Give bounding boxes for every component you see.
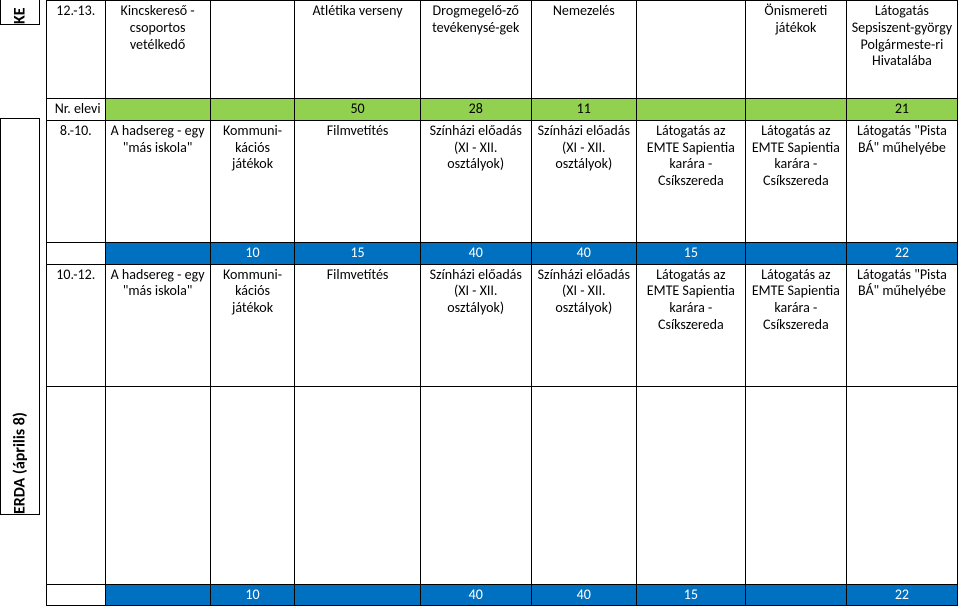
table-row: Nr. elevi1040401522	[47, 584, 958, 606]
row-label: Nr. elevi	[47, 584, 106, 606]
table-cell: 40	[420, 242, 531, 264]
table-cell: Kommuni-kációs játékok	[210, 120, 295, 242]
table-cell: 22	[846, 242, 957, 264]
table-cell: Filmvetítés	[295, 120, 420, 242]
table-cell: 22	[846, 584, 957, 606]
table-cell: Látogatás az EMTE Sapientia karára - Csí…	[636, 120, 745, 242]
page: KE ERDA (április 8) 12.-13.Kincskereső -…	[0, 0, 959, 515]
table-cell: Atlétika verseny	[295, 1, 420, 99]
table-cell	[105, 584, 210, 606]
table-cell: 40	[420, 584, 531, 606]
table-cell: Színházi előadás (XI - XII. osztályok)	[531, 120, 636, 242]
table-row	[47, 386, 958, 584]
table-row: Nr. elevi101540401522	[47, 242, 958, 264]
table-cell: 50	[295, 99, 420, 121]
table-cell: Nemezelés	[531, 1, 636, 99]
table-cell	[47, 386, 106, 584]
table-cell: 15	[636, 584, 745, 606]
table-cell: 10.-12.	[47, 264, 106, 386]
table-cell: 40	[531, 584, 636, 606]
table-cell: Drogmegelő-ző tevékenysé-gek	[420, 1, 531, 99]
table-cell: A hadsereg - egy "más iskola"	[105, 120, 210, 242]
table-cell: Látogatás Sepsiszent-györgy Polgármeste-…	[846, 1, 957, 99]
table-cell: Színházi előadás (XI - XII. osztályok)	[531, 264, 636, 386]
table-cell: Látogatás "Pista BÁ" műhelyébe	[846, 264, 957, 386]
table-cell: Látogatás az EMTE Sapientia karára - Csí…	[745, 120, 846, 242]
table-cell: Látogatás az EMTE Sapientia karára - Csí…	[745, 264, 846, 386]
table-cell: Színházi előadás (XI - XII. osztályok)	[420, 120, 531, 242]
sidebar-top-label: KE	[0, 0, 40, 25]
table-cell: 10	[210, 242, 295, 264]
table-cell: Filmvetítés	[295, 264, 420, 386]
table-cell: Látogatás "Pista BÁ" műhelyébe	[846, 120, 957, 242]
table-cell: 15	[636, 242, 745, 264]
table-cell	[210, 99, 295, 121]
table-row: Nr. elevi 502811 21	[47, 99, 958, 121]
table-cell	[636, 386, 745, 584]
table-cell	[745, 386, 846, 584]
table-cell: Színházi előadás (XI - XII. osztályok)	[420, 264, 531, 386]
table-cell	[745, 242, 846, 264]
table-cell	[745, 99, 846, 121]
table-row: 8.-10.A hadsereg - egy "más iskola"Kommu…	[47, 120, 958, 242]
table-cell: 15	[295, 242, 420, 264]
table-cell	[295, 386, 420, 584]
table-cell	[210, 386, 295, 584]
table-cell	[295, 584, 420, 606]
table-cell	[210, 1, 295, 99]
table-cell: 21	[846, 99, 957, 121]
table-cell: A hadsereg - egy "más iskola"	[105, 264, 210, 386]
table-cell	[105, 242, 210, 264]
table-cell: 28	[420, 99, 531, 121]
table-cell	[745, 584, 846, 606]
table-cell: Önismereti játékok	[745, 1, 846, 99]
schedule-table: 12.-13.Kincskereső - csoportos vetélkedő…	[46, 0, 958, 606]
row-label: Nr. elevi	[47, 242, 106, 264]
table-cell: 40	[531, 242, 636, 264]
table-cell	[636, 1, 745, 99]
table-cell	[531, 386, 636, 584]
table-cell	[846, 386, 957, 584]
table-cell	[105, 386, 210, 584]
table-cell	[105, 99, 210, 121]
table-cell: Kincskereső - csoportos vetélkedő	[105, 1, 210, 99]
table-cell: 10	[210, 584, 295, 606]
table-cell	[420, 386, 531, 584]
sidebar-bottom-label: ERDA (április 8)	[0, 118, 40, 515]
table-cell: 8.-10.	[47, 120, 106, 242]
table-cell: 11	[531, 99, 636, 121]
table-row: 10.-12.A hadsereg - egy "más iskola"Komm…	[47, 264, 958, 386]
row-label: Nr. elevi	[47, 99, 106, 121]
table-row: 12.-13.Kincskereső - csoportos vetélkedő…	[47, 1, 958, 99]
table-cell: Kommuni-kációs játékok	[210, 264, 295, 386]
table-cell: 12.-13.	[47, 1, 106, 99]
table-cell: Látogatás az EMTE Sapientia karára - Csí…	[636, 264, 745, 386]
table-cell	[636, 99, 745, 121]
